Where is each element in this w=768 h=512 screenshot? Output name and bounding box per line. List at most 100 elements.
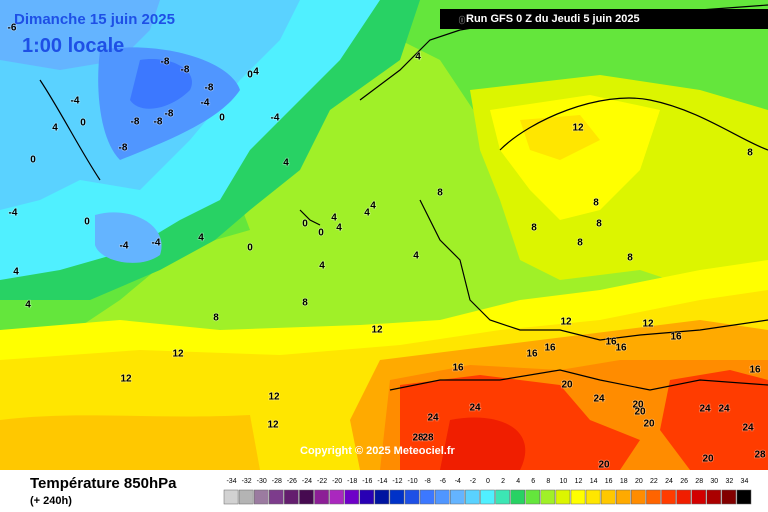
contour-label: 8 xyxy=(747,148,753,159)
scale-swatch xyxy=(465,489,480,505)
scale-swatch xyxy=(495,489,510,505)
contour-label: 0 xyxy=(247,70,253,81)
color-scale: -34 -32 -30 -28 -26 -24 -22 -20 -18 -16 -14 -12 -10-… xyxy=(223,478,752,505)
contour-label: -8 xyxy=(154,117,163,128)
scale-swatch xyxy=(585,489,601,505)
contour-label: -8 xyxy=(131,117,140,128)
scale-swatch xyxy=(389,489,405,505)
contour-label: -4 xyxy=(71,96,80,107)
scale-label: -14 xyxy=(377,478,387,485)
scale-label: -34 xyxy=(226,478,236,485)
contour-labels: -60-8-8-8 -8-8-8-8-40 40 -4-44 00-40-4 -4 4044… xyxy=(7,15,767,472)
contour-label: -8 xyxy=(161,57,170,68)
scale-label: 0 xyxy=(486,478,490,485)
contour-label: 8 xyxy=(577,238,583,249)
scale-swatch xyxy=(284,489,299,505)
contour-label: 0 xyxy=(80,118,86,129)
scale-label: 18 xyxy=(620,478,628,485)
contour-label: -6 xyxy=(8,23,17,34)
contour-label: 12 xyxy=(371,325,383,336)
contour-label: 8 xyxy=(596,219,602,230)
scale-swatch xyxy=(434,489,450,505)
scale-swatch xyxy=(570,489,586,505)
scale-swatch xyxy=(480,489,495,505)
contour-label: 16 xyxy=(749,365,761,376)
contour-label: -8 xyxy=(181,65,190,76)
contour-label: 16 xyxy=(605,337,617,348)
scale-label: -30 xyxy=(257,478,267,485)
run-info: Run GFS 0 Z du Jeudi 5 juin 2025 xyxy=(466,13,640,25)
scale-label: -2 xyxy=(470,478,476,485)
contour-label: -4 xyxy=(152,238,161,249)
contour-label: 4 xyxy=(52,123,58,134)
contour-label: -4 xyxy=(201,98,210,109)
temperature-field xyxy=(0,0,768,470)
scale-label: 6 xyxy=(531,478,535,485)
scale-swatch xyxy=(525,489,541,505)
contour-label: 4 xyxy=(319,261,325,272)
scale-swatch xyxy=(600,489,616,505)
footer-title: Température 850hPa xyxy=(30,475,177,492)
contour-label: 24 xyxy=(593,394,605,405)
scale-swatch xyxy=(450,489,465,505)
scale-swatch xyxy=(359,489,375,505)
contour-label: 20 xyxy=(632,400,644,411)
contour-label: 20 xyxy=(561,380,573,391)
scale-swatch xyxy=(314,489,329,505)
contour-label: 12 xyxy=(268,392,280,403)
contour-label: 4 xyxy=(253,67,259,78)
scale-swatch xyxy=(344,489,360,505)
contour-label: 16 xyxy=(526,349,538,360)
scale-swatch xyxy=(238,489,254,505)
contour-label: 24 xyxy=(699,404,711,415)
scale-label: -6 xyxy=(440,478,446,485)
contour-label: 4 xyxy=(25,300,31,311)
contour-label: 24 xyxy=(742,423,754,434)
contour-label: 4 xyxy=(364,208,370,219)
contour-label: 0 xyxy=(247,243,253,254)
scale-label: -28 xyxy=(272,478,282,485)
scale-label: -12 xyxy=(392,478,402,485)
scale-label: -26 xyxy=(287,478,297,485)
scale-label: -32 xyxy=(242,478,252,485)
contour-label: 20 xyxy=(643,419,655,430)
contour-label: 20 xyxy=(634,407,646,418)
copyright: Copyright © 2025 Meteociel.fr xyxy=(300,445,456,457)
contour-label: 28 xyxy=(412,433,424,444)
scale-swatch xyxy=(269,489,284,505)
contour-label: 12 xyxy=(560,317,572,328)
contour-label: 8 xyxy=(531,223,537,234)
contour-label: 12 xyxy=(120,374,132,385)
scale-label: 8 xyxy=(546,478,550,485)
contour-label: 16 xyxy=(452,363,464,374)
contour-label: 4 xyxy=(336,223,342,234)
scale-label: 12 xyxy=(575,478,583,485)
scale-swatch xyxy=(404,489,420,505)
scale-label: 24 xyxy=(665,478,673,485)
contour-label: 8 xyxy=(627,253,633,264)
scale-swatch xyxy=(676,489,691,505)
scale-swatch xyxy=(706,489,722,505)
scale-swatch xyxy=(374,489,390,505)
contour-label: 4 xyxy=(370,201,376,212)
scale-label: 16 xyxy=(605,478,613,485)
scale-label: 30 xyxy=(710,478,718,485)
scale-label: 14 xyxy=(590,478,598,485)
scale-swatch xyxy=(329,489,344,505)
scale-label: -4 xyxy=(455,478,461,485)
scale-label: 28 xyxy=(695,478,703,485)
scale-label: 20 xyxy=(635,478,643,485)
contour-label: 12 xyxy=(642,319,654,330)
scale-label: 32 xyxy=(725,478,733,485)
contour-label: 12 xyxy=(267,420,279,431)
contour-label: 8 xyxy=(302,298,308,309)
contour-label: 24 xyxy=(427,413,439,424)
contour-label: -4 xyxy=(271,113,280,124)
scale-label: 34 xyxy=(741,478,749,485)
scale-swatch xyxy=(510,489,525,505)
contour-label: 8 xyxy=(213,313,219,324)
scale-swatch xyxy=(736,489,752,505)
contour-label: 16 xyxy=(544,343,556,354)
scale-label: -22 xyxy=(317,478,327,485)
